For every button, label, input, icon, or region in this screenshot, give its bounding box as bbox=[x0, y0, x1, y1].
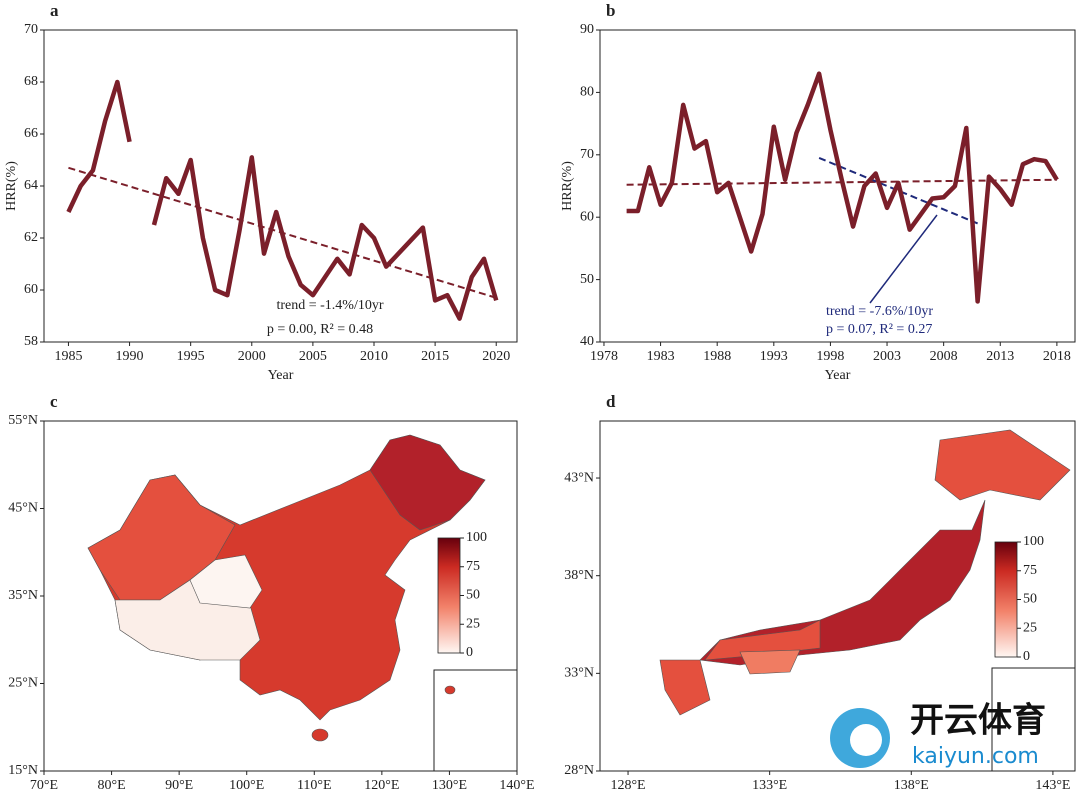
watermark-name: 开云体育 bbox=[910, 701, 1046, 741]
colorbar-tick-label: 75 bbox=[1023, 563, 1037, 578]
colorbar-tick-label: 50 bbox=[466, 588, 480, 603]
colorbar-tick-label: 0 bbox=[1023, 649, 1030, 664]
x-tick-label: 2020 bbox=[482, 349, 510, 364]
colorbar-tick-label: 75 bbox=[466, 559, 480, 574]
colorbar-tick-label: 100 bbox=[1023, 534, 1044, 549]
x-axis-label: Year bbox=[825, 368, 851, 383]
colorbar-tick-label: 25 bbox=[1023, 620, 1037, 635]
x-tick-label: 1985 bbox=[54, 349, 82, 364]
y-tick-label: 50 bbox=[580, 272, 594, 287]
colorbar-tick-label: 0 bbox=[466, 645, 473, 660]
x-tick-label: 2010 bbox=[360, 349, 388, 364]
china-map bbox=[87, 434, 518, 772]
annotation: p = 0.07, R² = 0.27 bbox=[826, 322, 932, 337]
x-tick-label: 130°E bbox=[432, 778, 467, 790]
annotation: trend = -7.6%/10yr bbox=[826, 304, 933, 319]
watermark: 开云体育 kaiyun.com bbox=[830, 701, 1046, 769]
y-tick-label: 70 bbox=[580, 147, 594, 162]
x-tick-label: 128°E bbox=[610, 778, 645, 790]
x-tick-label: 120°E bbox=[364, 778, 399, 790]
panel-label: c bbox=[50, 392, 58, 411]
data-line bbox=[66, 79, 499, 321]
x-tick-label: 1978 bbox=[590, 349, 618, 364]
x-tick-label: 1983 bbox=[647, 349, 675, 364]
colorbar bbox=[994, 541, 1018, 658]
y-tick-label: 60 bbox=[580, 209, 594, 224]
annotation: p = 0.00, R² = 0.48 bbox=[267, 322, 373, 337]
y-tick-label: 90 bbox=[580, 22, 594, 37]
x-tick-label: 1998 bbox=[816, 349, 844, 364]
y-tick-label: 28°N bbox=[564, 763, 594, 778]
x-tick-label: 1995 bbox=[177, 349, 205, 364]
plot-frame bbox=[599, 29, 1076, 343]
panel-label: b bbox=[606, 1, 615, 20]
colorbar-tick-label: 50 bbox=[1023, 592, 1037, 607]
x-tick-label: 90°E bbox=[165, 778, 193, 790]
y-tick-label: 43°N bbox=[564, 470, 594, 485]
annotation-arrow bbox=[869, 214, 938, 304]
x-tick-label: 143°E bbox=[1035, 778, 1070, 790]
colorbar bbox=[437, 537, 461, 654]
y-axis-label: HRR(%) bbox=[4, 161, 19, 211]
x-tick-label: 2000 bbox=[238, 349, 266, 364]
trend-line bbox=[818, 156, 979, 225]
x-tick-label: 2018 bbox=[1043, 349, 1071, 364]
y-tick-label: 64 bbox=[24, 178, 38, 193]
x-tick-label: 80°E bbox=[97, 778, 125, 790]
data-line bbox=[626, 71, 1059, 304]
x-tick-label: 2005 bbox=[299, 349, 327, 364]
x-tick-label: 110°E bbox=[297, 778, 332, 790]
annotation: trend = -1.4%/10yr bbox=[276, 298, 383, 313]
y-tick-label: 38°N bbox=[564, 568, 594, 583]
x-tick-label: 2015 bbox=[421, 349, 449, 364]
x-axis-label: Year bbox=[268, 368, 294, 383]
y-tick-label: 66 bbox=[24, 126, 38, 141]
x-tick-label: 2008 bbox=[930, 349, 958, 364]
y-tick-label: 60 bbox=[24, 282, 38, 297]
y-tick-label: 45°N bbox=[8, 501, 38, 516]
plot-frame bbox=[599, 420, 1076, 772]
x-tick-label: 1990 bbox=[116, 349, 144, 364]
x-tick-label: 133°E bbox=[752, 778, 787, 790]
watermark-url: kaiyun.com bbox=[912, 744, 1039, 769]
x-tick-label: 1988 bbox=[703, 349, 731, 364]
panel-label: a bbox=[50, 1, 59, 20]
x-tick-label: 138°E bbox=[894, 778, 929, 790]
japan-map bbox=[659, 429, 1076, 772]
y-tick-label: 40 bbox=[580, 334, 594, 349]
y-tick-label: 80 bbox=[580, 85, 594, 100]
panel-label: d bbox=[606, 392, 616, 411]
x-tick-label: 100°E bbox=[229, 778, 264, 790]
y-tick-label: 25°N bbox=[8, 676, 38, 691]
x-tick-label: 140°E bbox=[499, 778, 534, 790]
x-tick-label: 70°E bbox=[30, 778, 58, 790]
y-axis-label: HRR(%) bbox=[560, 161, 575, 211]
y-tick-label: 33°N bbox=[564, 666, 594, 681]
y-tick-label: 58 bbox=[24, 334, 38, 349]
x-tick-label: 2003 bbox=[873, 349, 901, 364]
y-tick-label: 70 bbox=[24, 22, 38, 37]
y-tick-label: 62 bbox=[24, 230, 38, 245]
y-tick-label: 68 bbox=[24, 74, 38, 89]
colorbar-tick-label: 25 bbox=[466, 616, 480, 631]
y-tick-label: 55°N bbox=[8, 413, 38, 428]
x-tick-label: 2013 bbox=[986, 349, 1014, 364]
colorbar-tick-label: 100 bbox=[466, 530, 487, 545]
y-tick-label: 15°N bbox=[8, 763, 38, 778]
x-tick-label: 1993 bbox=[760, 349, 788, 364]
y-tick-label: 35°N bbox=[8, 588, 38, 603]
